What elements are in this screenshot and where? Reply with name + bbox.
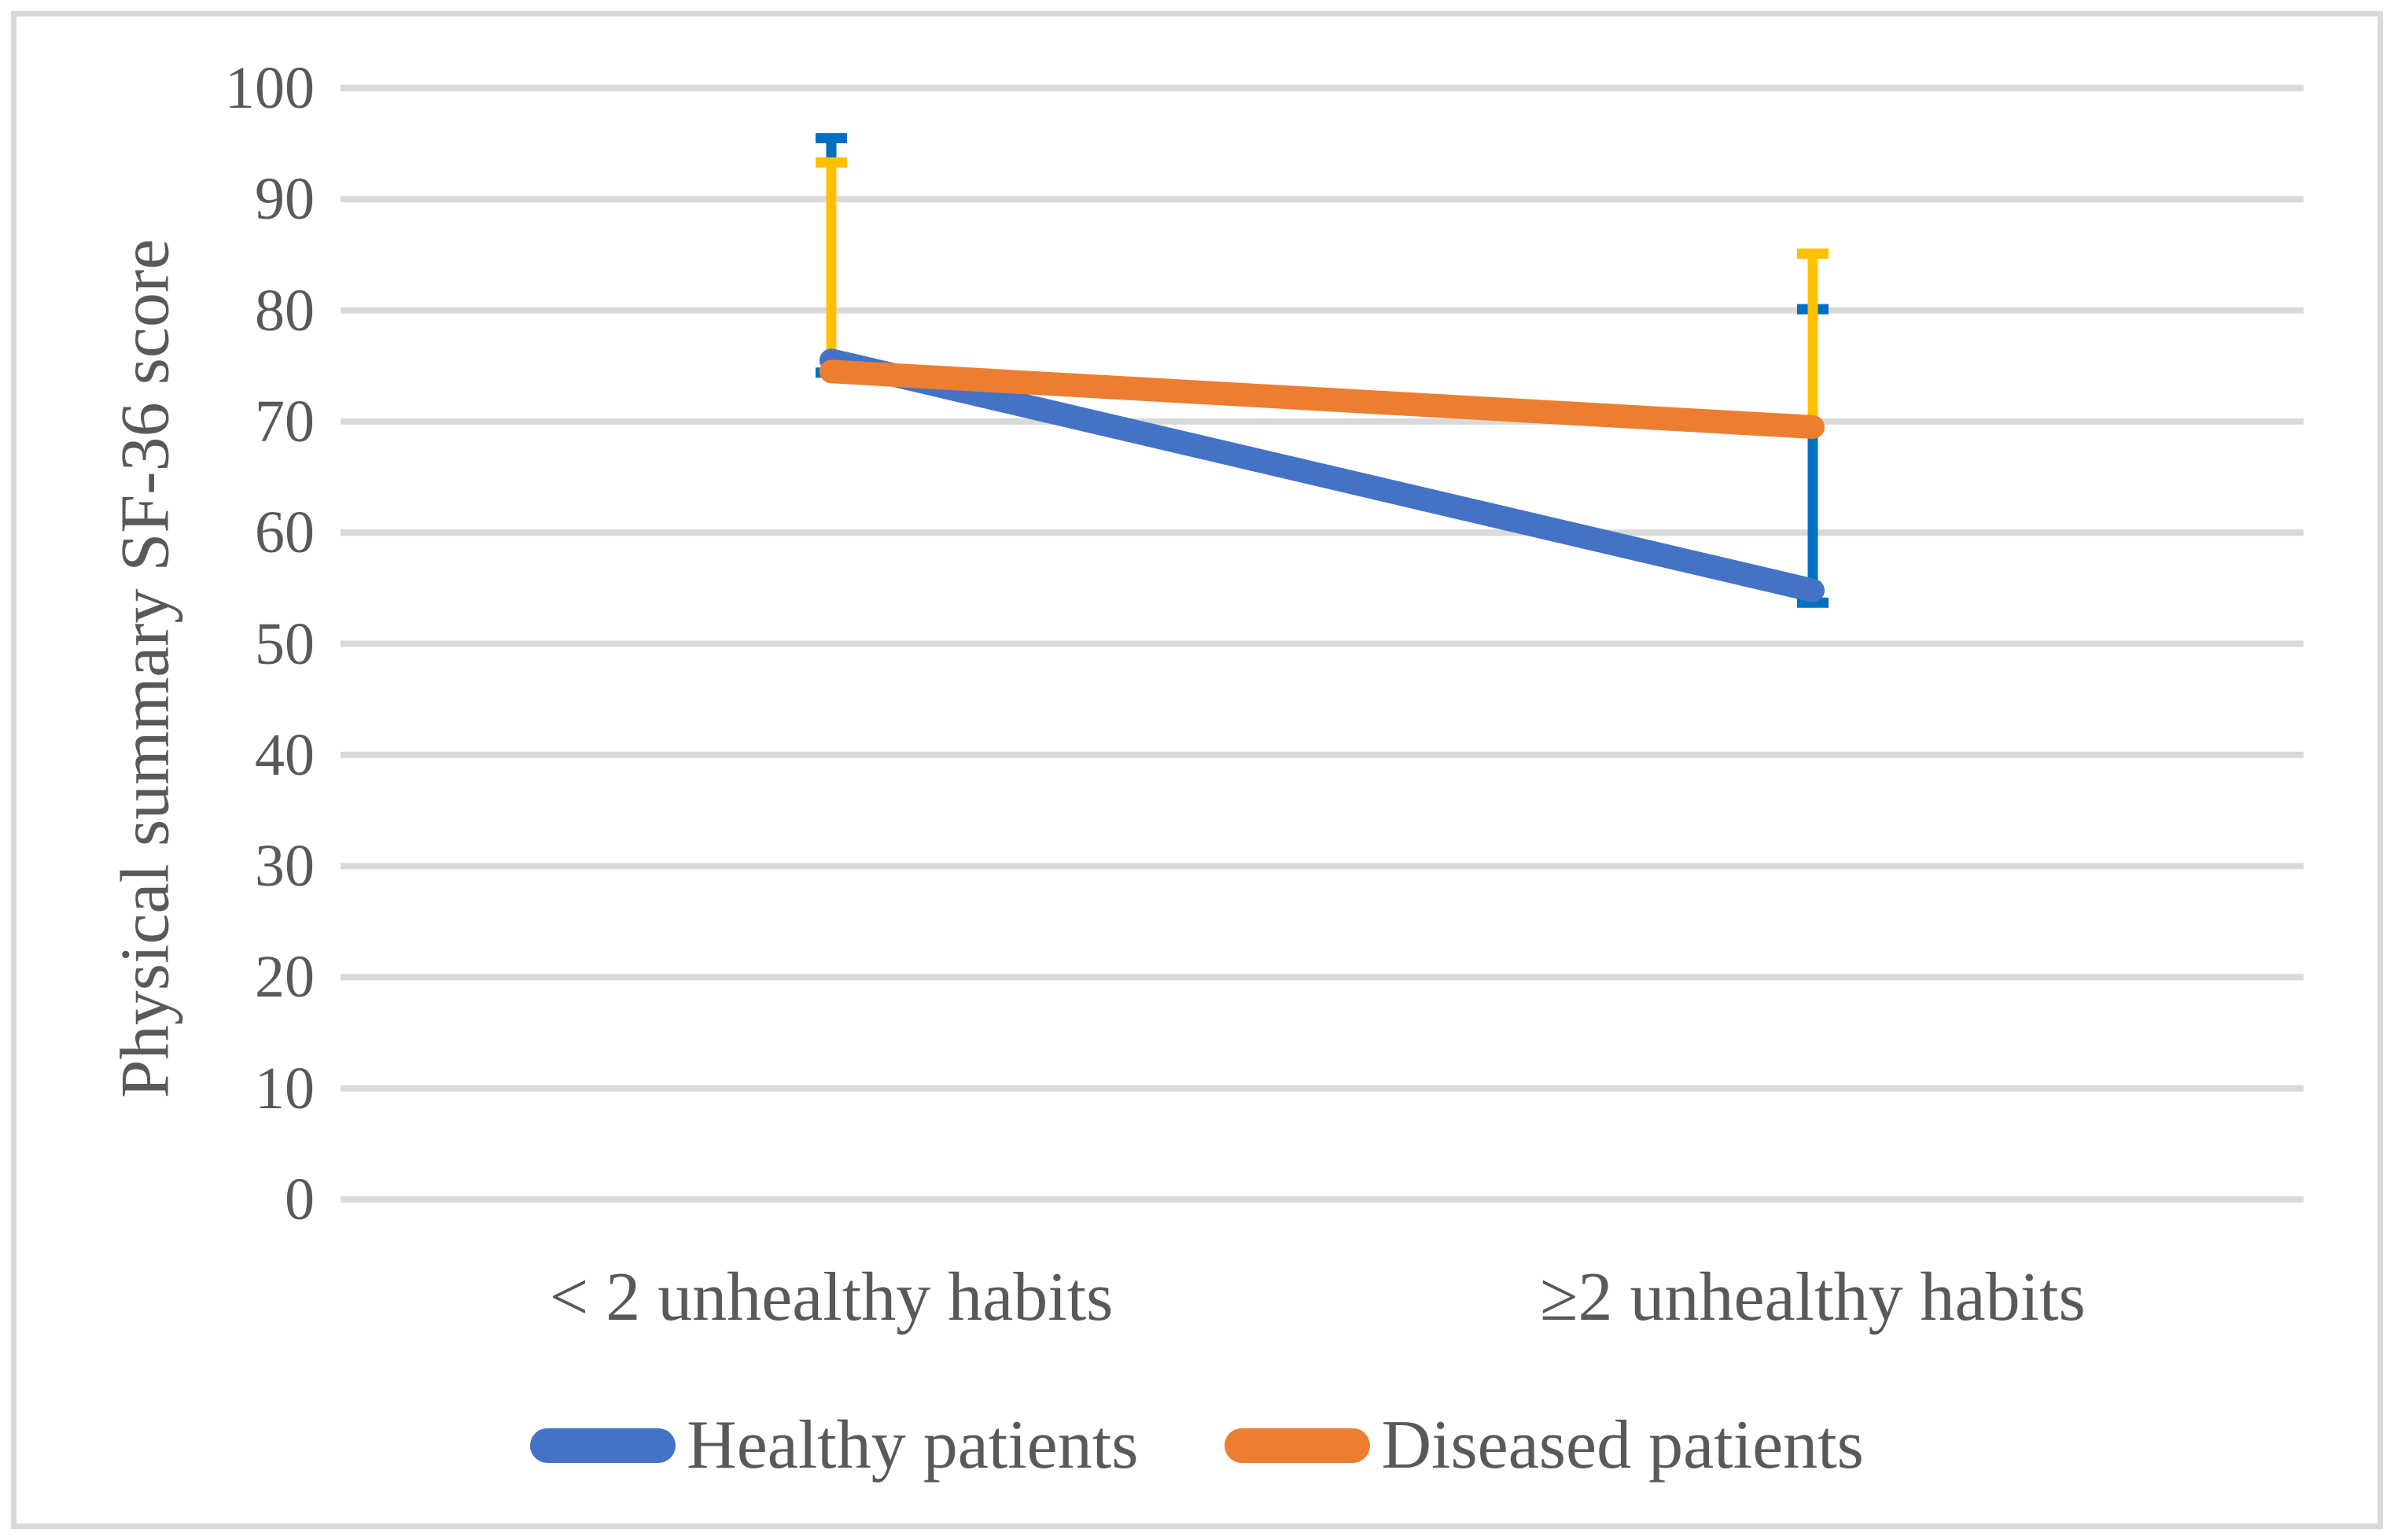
series-line-healthy-patients	[819, 348, 1825, 602]
y-tick-label-50: 50	[255, 610, 315, 677]
y-tick-label-40: 40	[255, 721, 315, 788]
legend-label-healthy: Healthy patients	[687, 1407, 1139, 1483]
y-tick-label-0: 0	[285, 1166, 315, 1232]
series-line-diseased-patients	[819, 359, 1825, 439]
x-category-label-right: ≥2 unhealthy habits	[1540, 1259, 2086, 1336]
legend: Healthy patients Diseased patients	[0, 1406, 2394, 1485]
y-tick-label-80: 80	[255, 277, 315, 344]
y-tick-label-70: 70	[255, 388, 315, 455]
legend-swatch-healthy-icon	[530, 1428, 676, 1463]
y-tick-label-20: 20	[255, 944, 315, 1011]
legend-item-diseased: Diseased patients	[1225, 1406, 1864, 1485]
y-tick-label-90: 90	[255, 166, 315, 233]
legend-label-diseased: Diseased patients	[1381, 1407, 1864, 1483]
legend-item-healthy: Healthy patients	[530, 1406, 1138, 1485]
y-tick-label-10: 10	[255, 1055, 315, 1122]
y-axis-title: Physical summary SF-36 score	[107, 238, 184, 1099]
y-tick-label-30: 30	[255, 833, 315, 900]
x-category-label-left: < 2 unhealthy habits	[549, 1259, 1114, 1336]
legend-swatch-diseased-icon	[1225, 1428, 1371, 1463]
y-tick-label-100: 100	[225, 55, 315, 121]
y-tick-label-60: 60	[255, 499, 315, 566]
